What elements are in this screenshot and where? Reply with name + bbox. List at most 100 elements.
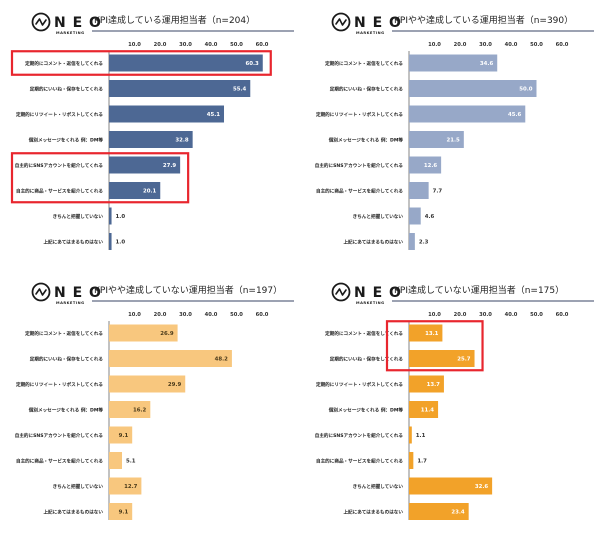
- category-label: きちんと把握していない: [53, 483, 104, 490]
- bar-value-label: 11.4: [421, 408, 435, 414]
- bar: [409, 156, 442, 174]
- highlight-box: [10, 152, 190, 204]
- tick-label: 40.0: [205, 312, 218, 318]
- chart-title: KPIやや達成している運用担当者（n=390）: [394, 14, 573, 26]
- chart-svg: N E OMARKETINGKPI達成していない運用担当者（n=175）10.0…: [315, 282, 594, 520]
- category-label: 定期的にコメント・返信をしてくれる: [25, 330, 103, 337]
- tick-label: 30.0: [479, 312, 492, 318]
- category-label: 自主的に商品・サービスを紹介してくれる: [16, 188, 103, 195]
- category-label: 個別メッセージをくれる 例：DM等: [28, 407, 104, 414]
- bar-value-label: 26.9: [160, 331, 174, 337]
- bar: [109, 401, 151, 418]
- logo-subtitle: MARKETING: [56, 301, 85, 305]
- tick-label: 10.0: [128, 42, 141, 48]
- logo-wave-icon: [35, 18, 47, 26]
- tick-label: 20.0: [454, 42, 467, 48]
- category-label: 個別メッセージをくれる 例：DM等: [328, 407, 404, 414]
- chart-panel-kpi-somewhat-not-achieved: N E O MARKETING KPIやや達成していない運用担当者（n=197） 10…: [0, 270, 300, 539]
- tick-label: 20.0: [154, 312, 167, 318]
- category-label: 定期的にコメント・返信をしてくれる: [25, 60, 103, 67]
- bar-value-label: 29.9: [168, 382, 182, 388]
- bar: [109, 426, 133, 444]
- tick-label: 10.0: [128, 312, 141, 318]
- chart-title: KPIやや達成していない運用担当者（n=197）: [94, 284, 282, 296]
- category-label: 自主的に商品・サービスを紹介してくれる: [316, 188, 403, 195]
- bar-value-label: 48.2: [215, 357, 229, 363]
- logo-name: N E O: [54, 15, 102, 31]
- tick-label: 50.0: [530, 42, 543, 48]
- tick-label: 60.0: [256, 312, 269, 318]
- bar: [409, 54, 498, 72]
- bar: [109, 131, 193, 148]
- category-label: 自主的にSNSアカウントを紹介してくれる: [15, 432, 104, 439]
- bar-value-label: 4.6: [425, 214, 435, 220]
- highlight-box: [10, 50, 272, 76]
- category-label: 自主的にSNSアカウントを紹介してくれる: [15, 162, 104, 169]
- highlight-box: [385, 320, 484, 372]
- tick-label: 30.0: [179, 42, 192, 48]
- bar-value-label: 27.9: [163, 163, 177, 169]
- category-label: 自主的にSNSアカウントを紹介してくれる: [315, 162, 404, 169]
- category-label: 定期的にリツイート・リポストしてくれる: [16, 381, 103, 388]
- logo-circle-icon: [31, 12, 51, 32]
- bar-value-label: 2.3: [419, 240, 429, 246]
- bar-value-label: 1.7: [417, 459, 427, 465]
- category-label: 定期的にいいね・保存をしてくれる: [330, 86, 404, 93]
- bar: [409, 401, 439, 418]
- logo-wave-icon: [35, 288, 47, 296]
- chart-panel-kpi-somewhat-achieved: N E O MARKETING KPIやや達成している運用担当者（n=390） 10.…: [300, 0, 600, 269]
- bar: [409, 324, 443, 342]
- bar: [409, 233, 415, 250]
- chart-svg: N E OMARKETINGKPIやや達成していない運用担当者（n=197）10…: [15, 282, 294, 520]
- bar-value-label: 9.1: [119, 510, 129, 516]
- logo-subtitle: MARKETING: [56, 31, 85, 35]
- category-label: きちんと把握していない: [353, 483, 404, 490]
- bar: [109, 233, 112, 250]
- chart-title: KPI達成していない運用担当者（n=175）: [394, 284, 564, 296]
- bar: [109, 80, 251, 97]
- tick-label: 50.0: [530, 312, 543, 318]
- bar: [409, 477, 493, 495]
- bar-value-label: 32.6: [475, 484, 489, 490]
- bar: [109, 375, 186, 393]
- bar-value-label: 20.1: [143, 189, 157, 195]
- category-label: 定期的にいいね・保存をしてくれる: [30, 356, 104, 363]
- logo-circle-icon: [331, 282, 351, 302]
- bar: [109, 105, 225, 123]
- logo-circle-icon: [31, 282, 51, 302]
- bar: [409, 452, 414, 469]
- bar-value-label: 12.7: [124, 484, 138, 490]
- category-label: 定期的にリツイート・リポストしてくれる: [316, 111, 403, 118]
- category-label: 自主的に商品・サービスを紹介してくれる: [316, 458, 403, 465]
- bar-value-label: 25.7: [457, 357, 471, 363]
- bar-value-label: 55.4: [233, 87, 247, 93]
- bar-value-label: 5.1: [126, 459, 136, 465]
- category-label: 定期的にコメント・返信をしてくれる: [325, 330, 403, 337]
- tick-label: 10.0: [428, 42, 441, 48]
- category-label: 個別メッセージをくれる 例：DM等: [28, 137, 104, 144]
- category-label: きちんと把握していない: [353, 213, 404, 220]
- tick-label: 60.0: [556, 312, 569, 318]
- logo-circle-icon: [331, 12, 351, 32]
- logo-name: N E O: [54, 285, 102, 301]
- bar-value-label: 1.1: [416, 433, 426, 439]
- category-label: 自主的に商品・サービスを紹介してくれる: [16, 458, 103, 465]
- category-label: 個別メッセージをくれる 例：DM等: [328, 137, 404, 144]
- bar: [109, 452, 123, 469]
- bar-value-label: 12.6: [424, 163, 438, 169]
- bar: [409, 426, 412, 444]
- category-label: 定期的にいいね・保存をしてくれる: [330, 356, 404, 363]
- category-label: 上記にあてはまるものはない: [43, 239, 103, 246]
- bar-value-label: 13.7: [427, 382, 441, 388]
- bar: [109, 156, 181, 174]
- bar: [109, 477, 142, 495]
- bar-value-label: 13.1: [425, 331, 439, 337]
- bar: [109, 54, 263, 72]
- tick-label: 30.0: [479, 42, 492, 48]
